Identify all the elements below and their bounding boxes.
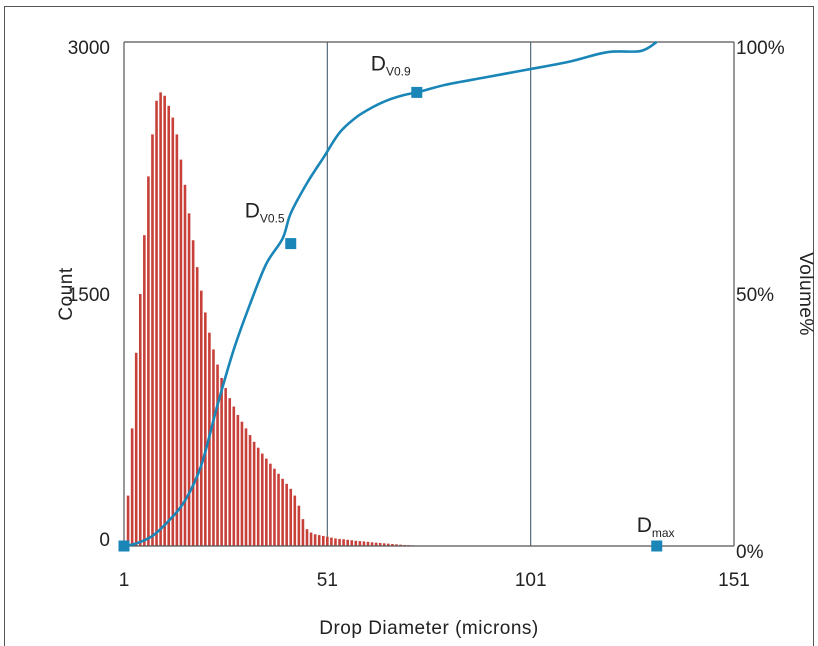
marker-label-V09: DV0.9 — [371, 52, 411, 78]
histogram-bar — [240, 421, 244, 546]
histogram-bar — [342, 539, 345, 546]
histogram-bar — [281, 478, 284, 546]
histogram-bar — [236, 414, 240, 546]
histogram-bar — [399, 544, 402, 546]
histogram-bar — [220, 378, 223, 546]
histogram-bar — [321, 535, 325, 546]
histogram-bar — [265, 458, 268, 546]
marker-label-max: Dmax — [637, 514, 675, 540]
x-axis-title: Drop Diameter (microns) — [319, 618, 538, 639]
histogram-bar — [204, 312, 207, 546]
histogram-bar — [301, 519, 305, 546]
histogram-bar — [269, 463, 272, 546]
x-tick-label: 151 — [718, 570, 750, 591]
chart-frame — [4, 6, 814, 646]
histogram-bar — [228, 398, 232, 546]
axes-layer — [123, 41, 735, 547]
histogram-bar — [330, 537, 333, 546]
histogram-bar — [248, 435, 252, 546]
histogram-bar — [293, 495, 297, 546]
histogram-bar — [391, 543, 394, 546]
histogram-bar — [163, 95, 166, 546]
histogram-bar — [297, 505, 301, 546]
histogram-bar — [338, 538, 341, 546]
histogram-bar — [362, 541, 366, 546]
histogram-bar — [191, 240, 195, 547]
marker-layer — [118, 86, 663, 552]
y-axis-right-title: Volume% — [795, 252, 816, 336]
histogram-bar — [147, 176, 150, 546]
histogram-bar — [199, 290, 203, 546]
y-axis-left-title: Count — [56, 267, 77, 320]
histogram-bar — [305, 529, 309, 546]
y-right-tick-label: 100% — [736, 38, 785, 59]
marker-subscript: V0.9 — [386, 64, 411, 78]
histogram-bar — [277, 473, 280, 546]
histogram-bar — [171, 117, 175, 546]
histogram-bar — [175, 134, 179, 546]
volume-line — [123, 40, 658, 548]
histogram-bar — [232, 406, 236, 546]
histogram-bar — [167, 105, 171, 546]
histogram-bar — [346, 539, 349, 546]
histogram-bar — [350, 540, 354, 546]
y-left-tick-label: 3000 — [68, 38, 110, 59]
histogram-bar — [244, 428, 248, 546]
histogram-bar — [358, 541, 362, 546]
histogram-bar — [187, 213, 191, 547]
histogram-bar — [354, 540, 358, 546]
histogram-bar — [138, 294, 142, 546]
histogram-bar — [366, 541, 370, 546]
origin-marker — [118, 540, 130, 552]
y-left-tick-label: 1500 — [68, 285, 110, 306]
marker-dmax — [651, 540, 663, 552]
y-right-tick-label: 50% — [736, 285, 774, 306]
histogram-bar — [134, 352, 138, 546]
volume-line-layer — [123, 40, 658, 548]
histogram-bar — [252, 441, 256, 546]
histogram-bar — [317, 535, 321, 546]
histogram-bar — [370, 542, 374, 546]
x-tick-label: 101 — [515, 570, 547, 591]
x-tick-label: 1 — [119, 570, 130, 591]
x-tick-label: 51 — [317, 570, 338, 591]
histogram-bar — [143, 235, 146, 546]
histogram-bar — [309, 532, 313, 546]
histogram-bar — [151, 134, 154, 546]
histogram-bar — [285, 483, 288, 546]
histogram-bar — [256, 447, 260, 546]
histogram-bar — [387, 543, 390, 546]
histogram-bar — [155, 100, 158, 547]
histogram-bar — [374, 542, 378, 546]
histogram-bar — [224, 388, 227, 546]
histogram-bar — [216, 364, 219, 546]
histogram-bar — [179, 159, 183, 546]
marker-dV05 — [285, 238, 297, 250]
histogram-bar — [260, 453, 264, 546]
histogram-bar — [382, 543, 386, 546]
marker-dV09 — [411, 86, 423, 98]
histogram-bar — [183, 184, 187, 547]
histogram-bar — [313, 534, 317, 546]
histogram-bar — [378, 542, 382, 546]
marker-subscript: V0.5 — [260, 212, 285, 226]
grid-layer — [326, 42, 532, 546]
histogram-bar — [126, 495, 130, 546]
marker-label-V05: DV0.5 — [245, 200, 285, 226]
histogram-bar — [395, 544, 398, 546]
histogram-bar — [195, 267, 199, 546]
histogram-bar — [273, 468, 276, 546]
histogram-bar — [289, 488, 293, 546]
y-right-tick-label: 0% — [736, 542, 764, 563]
histogram-bar — [159, 92, 162, 547]
y-left-tick-label: 0 — [99, 530, 110, 551]
histogram-bars — [126, 92, 415, 547]
histogram-bar — [326, 536, 329, 546]
histogram-bar — [334, 538, 337, 546]
histogram-bar — [212, 349, 215, 546]
marker-subscript: max — [652, 526, 675, 540]
histogram-bar — [130, 428, 134, 546]
